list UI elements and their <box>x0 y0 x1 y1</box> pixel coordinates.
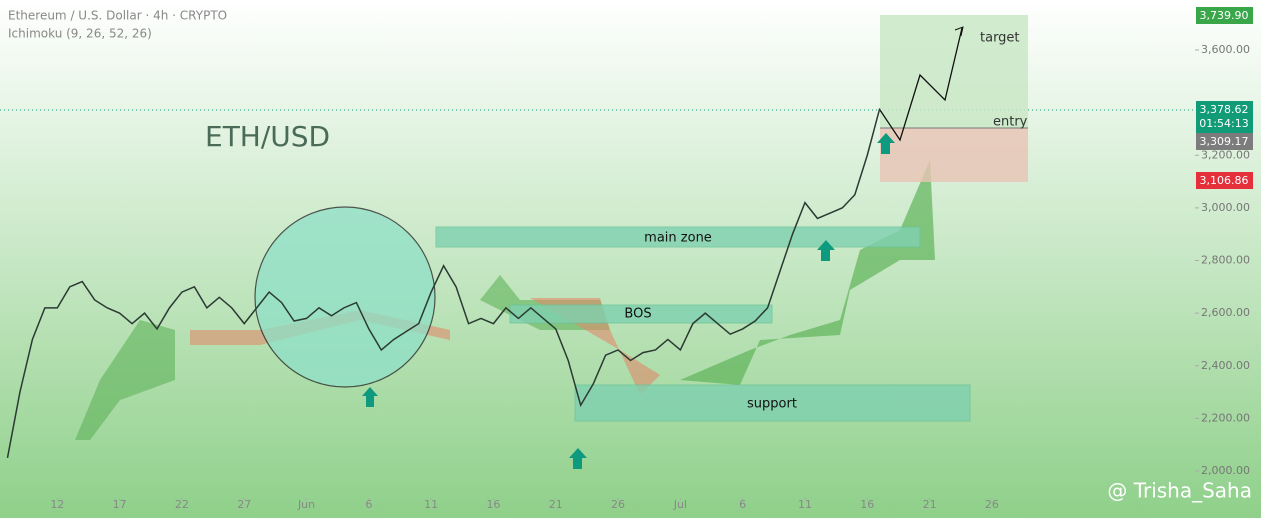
x-tick-label: 27 <box>237 498 251 511</box>
target-label: target <box>980 31 1020 46</box>
y-tick-label: 2,400.00 <box>1201 359 1250 372</box>
watermark: @ Trisha_Saha <box>1107 479 1252 503</box>
price-line-series <box>6 108 881 458</box>
x-tick-label: 26 <box>611 498 625 511</box>
chart-title: Ethereum / U.S. Dollar · 4h · CRYPTO <box>8 9 227 23</box>
y-tick-label: 3,000.00 <box>1201 201 1250 214</box>
x-tick-label: 16 <box>860 498 874 511</box>
x-tick-label: 21 <box>923 498 937 511</box>
x-tick-label: 22 <box>175 498 189 511</box>
x-tick-label: 12 <box>50 498 64 511</box>
support-zone <box>574 384 971 422</box>
x-tick-label: 6 <box>739 498 746 511</box>
symbol-label: ETH/USD <box>205 120 330 153</box>
price-badge-text: 3,106.86 <box>1200 174 1249 187</box>
price-badge-text: 3,739.90 <box>1200 9 1249 22</box>
x-tick-label: Jul <box>673 498 687 511</box>
y-tick-label: 2,800.00 <box>1201 254 1250 267</box>
x-tick-label: 17 <box>113 498 127 511</box>
x-tick-label: 6 <box>365 498 372 511</box>
projection-path <box>879 27 963 142</box>
y-tick-label: 2,000.00 <box>1201 464 1250 477</box>
highlight-circle <box>254 206 436 388</box>
chart-subtitle: Ichimoku (9, 26, 52, 26) <box>8 27 152 41</box>
main-zone <box>435 226 921 248</box>
x-tick-label: 11 <box>798 498 812 511</box>
zone-label: BOS <box>624 307 651 322</box>
price-badge <box>1196 133 1253 150</box>
arrows <box>362 133 895 469</box>
bos-zone <box>509 304 773 324</box>
zone-label: main zone <box>644 231 712 246</box>
x-tick-label: 11 <box>424 498 438 511</box>
x-tick-label: 26 <box>985 498 999 511</box>
cloud <box>75 320 175 440</box>
price-badge <box>1196 7 1253 24</box>
y-tick-label: 3,200.00 <box>1201 148 1250 161</box>
x-tick-label: Jun <box>297 498 315 511</box>
price-badge <box>1196 172 1253 189</box>
entry-label: entry <box>993 115 1028 130</box>
price-badge <box>1196 101 1253 133</box>
x-tick-label: 21 <box>549 498 563 511</box>
price-badge-text: 3,378.62 <box>1200 103 1249 116</box>
price-badge-text: 01:54:13 <box>1199 117 1248 130</box>
zone-label: support <box>747 397 797 412</box>
y-tick-label: 2,200.00 <box>1201 411 1250 424</box>
price-badge-text: 3,309.17 <box>1200 135 1249 148</box>
projection-arrowhead <box>954 26 964 37</box>
stop-box <box>880 128 1028 182</box>
y-tick-label: 2,600.00 <box>1201 306 1250 319</box>
target-box <box>880 15 1028 128</box>
y-tick-label: 3,600.00 <box>1201 43 1250 56</box>
x-tick-label: 16 <box>486 498 500 511</box>
